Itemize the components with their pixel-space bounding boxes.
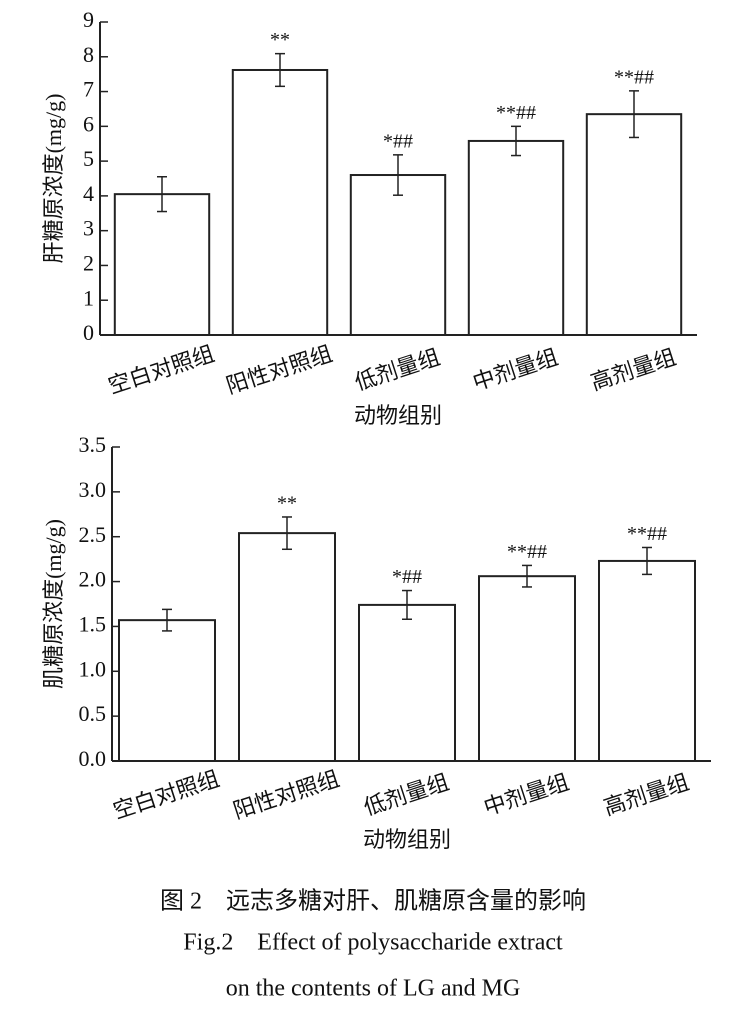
- y-tick-label: 3.5: [79, 432, 107, 457]
- caption-en: on the contents of LG and MG: [226, 976, 521, 1002]
- x-tick-label: 高剂量组: [601, 769, 692, 820]
- x-tick-label: 中剂量组: [481, 769, 572, 820]
- y-tick-label: 3.0: [79, 477, 107, 502]
- significance-label: *##: [392, 566, 422, 588]
- y-axis-label: 肌糖原浓度(mg/g): [41, 519, 66, 689]
- y-tick-label: 5: [83, 146, 94, 171]
- y-tick-label: 9: [83, 7, 94, 32]
- significance-label: **##: [627, 523, 667, 545]
- y-tick-label: 0.0: [79, 746, 107, 771]
- bar: [238, 532, 336, 763]
- bar: [585, 113, 683, 336]
- x-tick-label: 空白对照组: [110, 766, 222, 824]
- x-axis-label: 动物组别: [363, 827, 451, 852]
- y-tick-label: 7: [83, 77, 94, 102]
- bar: [231, 68, 329, 336]
- x-axis-label: 动物组别: [354, 403, 442, 428]
- y-tick-label: 1.0: [79, 656, 107, 681]
- y-tick-label: 0.5: [79, 701, 107, 726]
- x-tick-label: 中剂量组: [470, 344, 561, 395]
- bar: [598, 559, 696, 762]
- y-tick-label: 2: [83, 250, 94, 275]
- caption-en: Fig.2 Effect of polysaccharide extract: [183, 930, 563, 956]
- y-tick-label: 2.5: [79, 522, 107, 547]
- y-axis-label: 肝糖原浓度(mg/g): [41, 94, 66, 264]
- x-tick-label: 阳性对照组: [223, 341, 335, 399]
- x-tick-label: 空白对照组: [105, 341, 217, 399]
- significance-label: **: [277, 493, 297, 515]
- y-tick-label: 8: [83, 42, 94, 67]
- y-tick-label: 1: [83, 285, 94, 310]
- x-tick-label: 低剂量组: [352, 344, 443, 395]
- significance-label: **: [270, 29, 290, 51]
- significance-label: **##: [614, 66, 654, 88]
- bar: [349, 174, 447, 336]
- caption-cn: 图 2 远志多糖对肝、肌糖原含量的影响: [160, 888, 586, 915]
- y-tick-label: 3: [83, 216, 94, 241]
- bar: [358, 603, 456, 763]
- significance-label: **##: [507, 541, 547, 563]
- bar: [478, 575, 576, 763]
- significance-label: *##: [383, 130, 413, 152]
- x-tick-label: 阳性对照组: [230, 766, 342, 824]
- bar: [467, 139, 565, 336]
- x-tick-label: 高剂量组: [588, 344, 679, 395]
- y-tick-label: 1.5: [79, 611, 107, 636]
- y-tick-label: 0: [83, 320, 94, 345]
- bar: [113, 193, 211, 336]
- y-tick-label: 4: [83, 181, 94, 206]
- bar: [118, 619, 216, 762]
- x-tick-label: 低剂量组: [361, 769, 452, 820]
- significance-label: **##: [496, 102, 536, 124]
- y-tick-label: 6: [83, 111, 94, 136]
- y-tick-label: 2.0: [79, 567, 107, 592]
